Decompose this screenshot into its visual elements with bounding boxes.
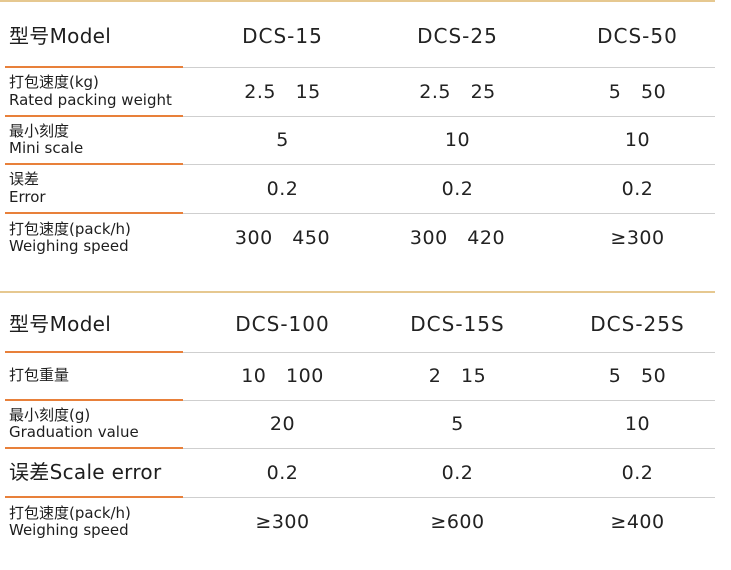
row-label-en: Error	[9, 187, 46, 206]
row-label-zh: 打包重量	[9, 366, 70, 385]
table-cell: ≥400	[610, 511, 665, 533]
table-cell: 10 100	[241, 365, 324, 387]
row-label-en: Mini scale	[9, 139, 84, 157]
row-separator	[183, 213, 715, 214]
table-cell: 0.2	[266, 461, 299, 484]
row-label: 最小刻度 Mini scale	[9, 117, 184, 163]
row-label: 打包速度(pack/h) Weighing speed	[9, 498, 184, 546]
row-label: 打包重量	[9, 353, 184, 399]
label-separator	[5, 351, 183, 353]
table-cell: ≥300	[255, 511, 310, 533]
label-separator	[5, 163, 183, 165]
table-cell: 10	[444, 129, 471, 151]
label-separator	[5, 399, 183, 401]
table-cell: 0.2	[621, 461, 654, 484]
row-label: 误差Scale error	[9, 449, 184, 496]
row-separator	[183, 352, 715, 353]
row-label: 打包速度(pack/h) Weighing speed	[9, 214, 184, 262]
table-cell: 0.2	[441, 177, 474, 200]
table-cell: 0.2	[266, 177, 299, 200]
table-row: 打包速度(kg) Rated packing weight 2.5 15 2.5…	[0, 68, 715, 117]
label-separator	[5, 115, 183, 117]
row-label-en: Rated packing weight	[9, 90, 172, 109]
table-row: 打包重量 10 100 2 15 5 50	[0, 353, 715, 401]
row-separator	[183, 400, 715, 401]
header-model-1: DCS-100	[235, 312, 330, 336]
table-cell: 300 420	[409, 227, 506, 249]
header-label: 型号Model	[9, 297, 184, 351]
table-row: 打包速度(pack/h) Weighing speed 300 450 300 …	[0, 214, 715, 264]
table-cell: 2 15	[428, 365, 487, 387]
table-cell: 10	[624, 129, 651, 151]
table-row: 打包速度(pack/h) Weighing speed ≥300 ≥600 ≥4…	[0, 498, 715, 548]
header-model-2: DCS-15S	[410, 312, 505, 336]
table-cell: 2.5 15	[244, 80, 321, 103]
header-model-3: DCS-25S	[590, 312, 685, 336]
row-label-zh: 误差	[9, 170, 40, 189]
row-label-zh: 打包速度(kg)	[9, 73, 99, 92]
label-separator	[5, 447, 183, 449]
row-label-zh: 最小刻度	[9, 121, 70, 140]
table-cell: 5 50	[608, 365, 667, 387]
header-label: 型号Model	[9, 6, 184, 66]
header-model-1: DCS-15	[242, 24, 323, 48]
row-label: 打包速度(kg) Rated packing weight	[9, 68, 184, 115]
table-cell: 5 50	[608, 80, 667, 103]
table-cell: 0.2	[441, 461, 474, 484]
table-cell: 5	[451, 413, 464, 435]
top-rule	[0, 291, 715, 293]
table-cell: 5	[276, 129, 289, 151]
row-separator	[183, 497, 715, 498]
row-separator	[183, 67, 715, 68]
header-label-text: 型号Model	[9, 311, 112, 336]
table-row: 误差 Error 0.2 0.2 0.2	[0, 165, 715, 214]
row-label-zh: 最小刻度(g)	[9, 405, 91, 424]
row-label: 最小刻度(g) Graduation value	[9, 401, 184, 447]
table-row: 最小刻度(g) Graduation value 20 5 10	[0, 401, 715, 449]
header-model-3: DCS-50	[597, 24, 678, 48]
label-separator	[5, 496, 183, 498]
row-label-en: Weighing speed	[9, 237, 129, 255]
row-label-en: Weighing speed	[9, 521, 129, 539]
top-rule	[0, 0, 715, 2]
label-separator	[5, 66, 183, 68]
table-row: 误差Scale error 0.2 0.2 0.2	[0, 449, 715, 498]
row-separator	[183, 448, 715, 449]
row-label-zh: 打包速度(pack/h)	[9, 503, 131, 522]
row-label-zh: 误差Scale error	[9, 460, 162, 484]
table-cell: 0.2	[621, 177, 654, 200]
table-cell: 10	[624, 413, 651, 435]
row-label-zh: 打包速度(pack/h)	[9, 219, 131, 238]
table-row: 最小刻度 Mini scale 5 10 10	[0, 117, 715, 165]
header-row: 型号Model DCS-100 DCS-15S DCS-25S	[0, 297, 715, 353]
row-label-en: Graduation value	[9, 423, 139, 441]
header-row: 型号Model DCS-15 DCS-25 DCS-50	[0, 6, 715, 68]
table-cell: ≥300	[610, 227, 665, 249]
row-label: 误差 Error	[9, 165, 184, 212]
header-label-text: 型号Model	[9, 23, 112, 48]
label-separator	[5, 212, 183, 214]
row-separator	[183, 116, 715, 117]
row-separator	[183, 164, 715, 165]
table-cell: 300 450	[234, 227, 331, 249]
table-cell: 2.5 25	[419, 80, 496, 103]
table-cell: 20	[269, 413, 296, 435]
header-model-2: DCS-25	[417, 24, 498, 48]
table-cell: ≥600	[430, 511, 485, 533]
